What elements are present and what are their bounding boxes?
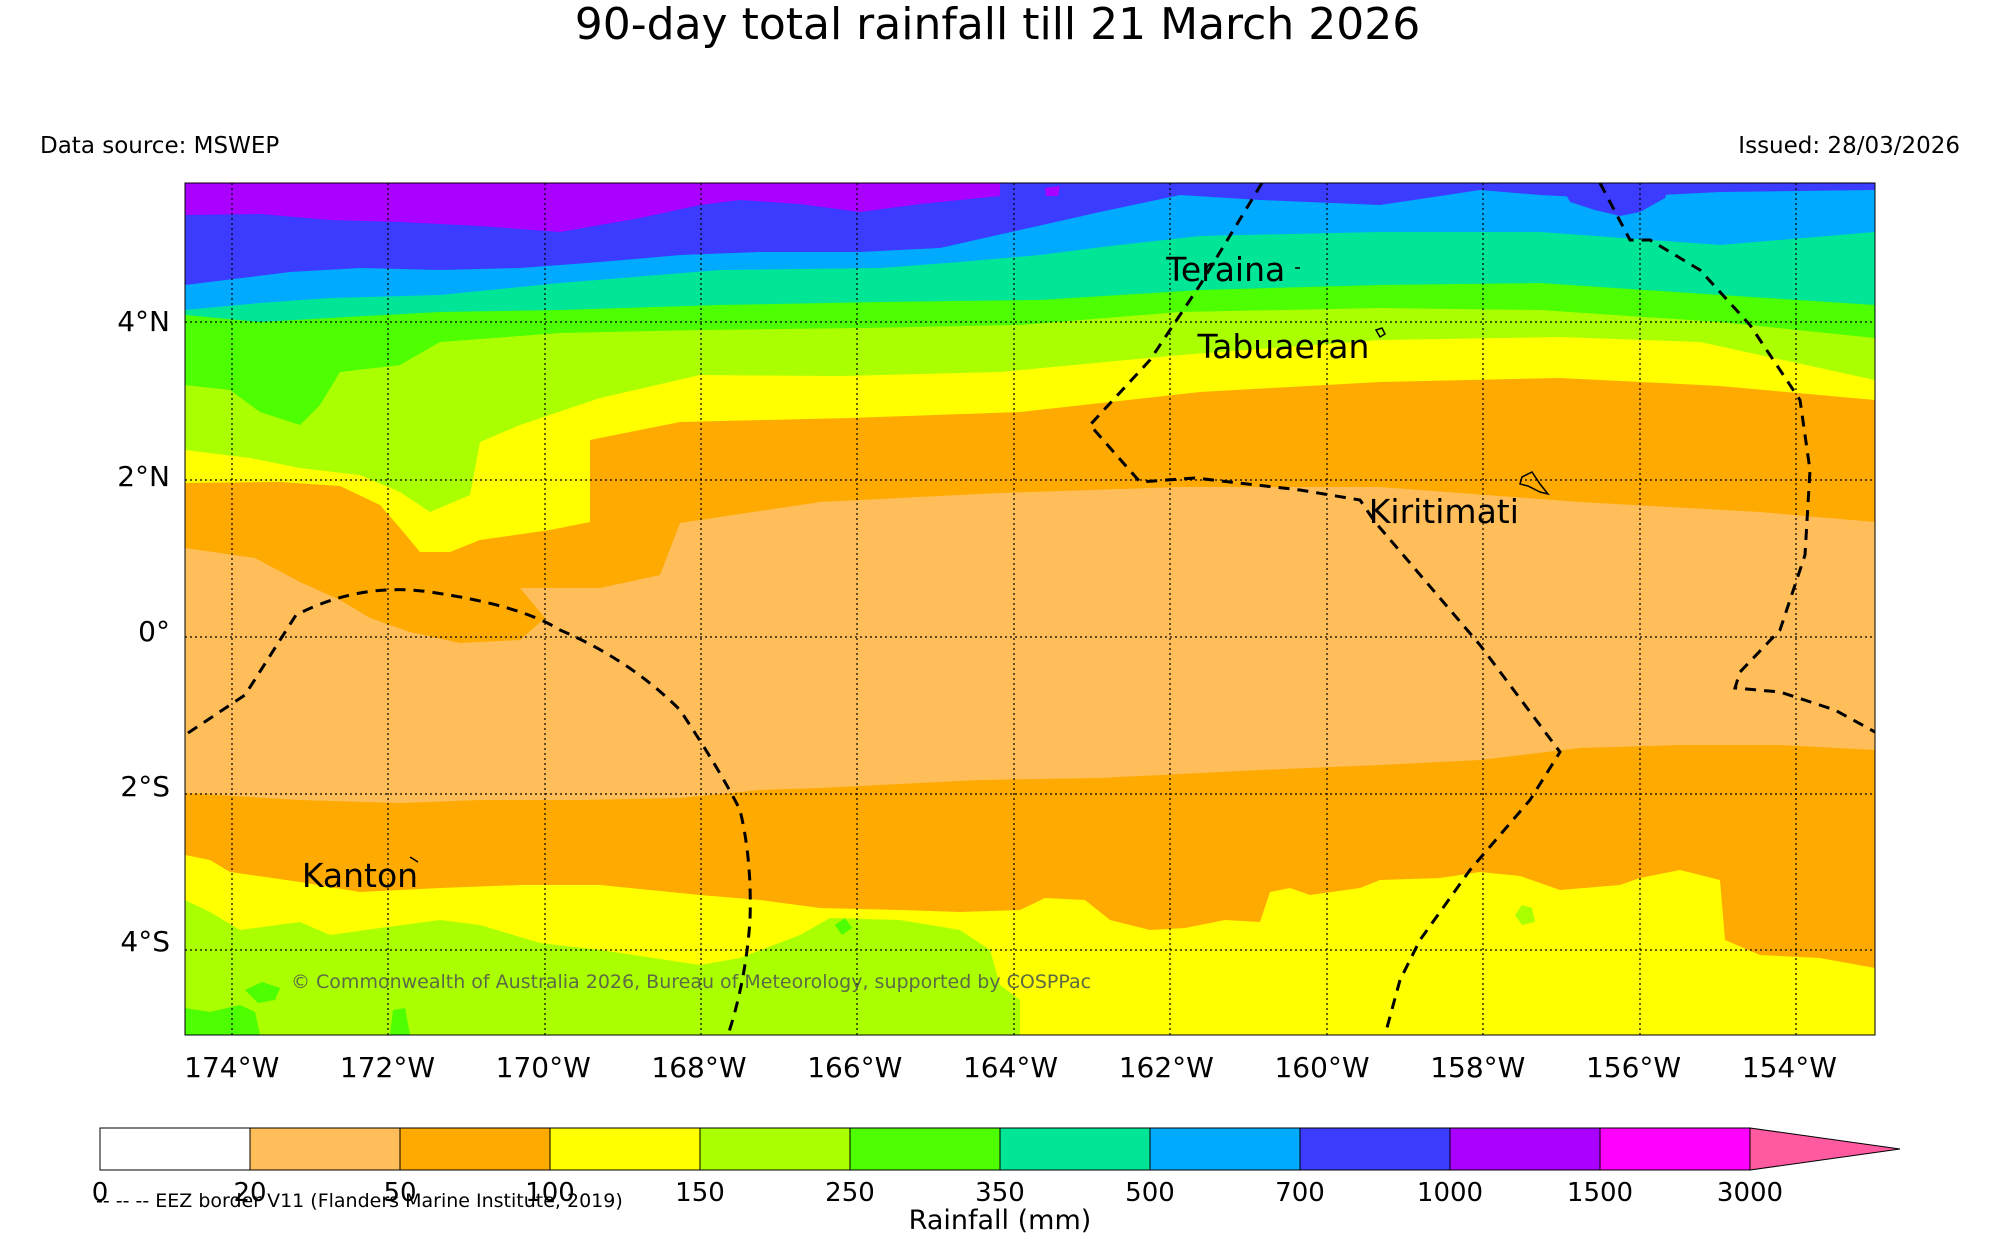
rainfall-contours bbox=[185, 183, 1875, 1035]
graticule bbox=[185, 183, 1875, 1035]
colorbar-bin bbox=[699, 1127, 851, 1171]
colorbar-bin bbox=[99, 1127, 251, 1171]
colorbar-title: Rainfall (mm) bbox=[908, 1205, 1092, 1236]
colorbar-tick: 250 bbox=[825, 1178, 875, 1208]
data-source: Data source: MSWEP bbox=[40, 133, 280, 159]
lon-tick-label: 172°W bbox=[339, 1051, 436, 1084]
colorbar-tick: 500 bbox=[1125, 1178, 1175, 1208]
colorbar-tick: 0 bbox=[91, 1178, 109, 1208]
chart-title: 90-day total rainfall till 21 March 2026 bbox=[574, 0, 1421, 50]
colorbar-bin bbox=[1299, 1127, 1451, 1171]
lon-tick-label: 166°W bbox=[807, 1051, 903, 1084]
lon-tick-label: 174°W bbox=[184, 1051, 280, 1084]
colorbar-tick: 20 bbox=[233, 1178, 267, 1208]
colorbar-bin bbox=[849, 1127, 1001, 1171]
lon-tick-label: 160°W bbox=[1274, 1051, 1370, 1084]
colorbar-bin bbox=[249, 1127, 401, 1171]
map-frame bbox=[184, 182, 1876, 1036]
lon-tick-label: 168°W bbox=[651, 1051, 747, 1084]
lon-tick-label: 156°W bbox=[1585, 1051, 1682, 1084]
lat-tick-label: 2°N bbox=[117, 460, 170, 494]
colorbar-tick: 3000 bbox=[1716, 1178, 1784, 1208]
eez-borders bbox=[187, 183, 1875, 1035]
colorbar-tick: 50 bbox=[383, 1178, 417, 1208]
colorbar-tick: 350 bbox=[975, 1178, 1025, 1208]
islands bbox=[409, 267, 1550, 863]
colorbar-bin bbox=[399, 1127, 551, 1171]
colorbar-extend-arrow bbox=[1749, 1127, 1901, 1171]
eez-legend-note: -- -- -- EEZ border V11 (Flanders Marine… bbox=[96, 1190, 623, 1212]
lat-tick-label: 2°S bbox=[120, 770, 170, 804]
colorbar-tick: 700 bbox=[1275, 1178, 1325, 1208]
colorbar bbox=[99, 1127, 1901, 1171]
lon-tick-label: 170°W bbox=[495, 1051, 591, 1084]
lat-tick-label: 0° bbox=[138, 615, 170, 649]
colorbar-bin bbox=[1599, 1127, 1751, 1171]
colorbar-tick: 150 bbox=[675, 1178, 725, 1208]
place-label-kanton: Kanton bbox=[301, 856, 419, 896]
place-label-tabuaeran: Tabuaeran bbox=[1197, 327, 1370, 367]
colorbar-tick: 1000 bbox=[1416, 1178, 1484, 1208]
lat-tick-label: 4°N bbox=[117, 305, 170, 339]
colorbar-bin bbox=[999, 1127, 1151, 1171]
lon-tick-label: 158°W bbox=[1430, 1051, 1526, 1084]
copyright-notice: © Commonwealth of Australia 2026, Bureau… bbox=[291, 971, 1092, 993]
colorbar-bin bbox=[549, 1127, 701, 1171]
colorbar-tick: 100 bbox=[525, 1178, 575, 1208]
lon-tick-label: 154°W bbox=[1741, 1051, 1837, 1084]
colorbar-tick: 1500 bbox=[1566, 1178, 1634, 1208]
colorbar-bin bbox=[1149, 1127, 1301, 1171]
lat-tick-label: 4°S bbox=[120, 925, 170, 959]
lon-tick-label: 162°W bbox=[1118, 1051, 1214, 1084]
colorbar-bin bbox=[1449, 1127, 1601, 1171]
place-label-kiritimati: Kiritimati bbox=[1368, 492, 1519, 532]
lon-tick-label: 164°W bbox=[962, 1051, 1059, 1084]
place-label-teraina: Teraina bbox=[1166, 249, 1286, 289]
issued-date: Issued: 28/03/2026 bbox=[1738, 133, 1960, 159]
